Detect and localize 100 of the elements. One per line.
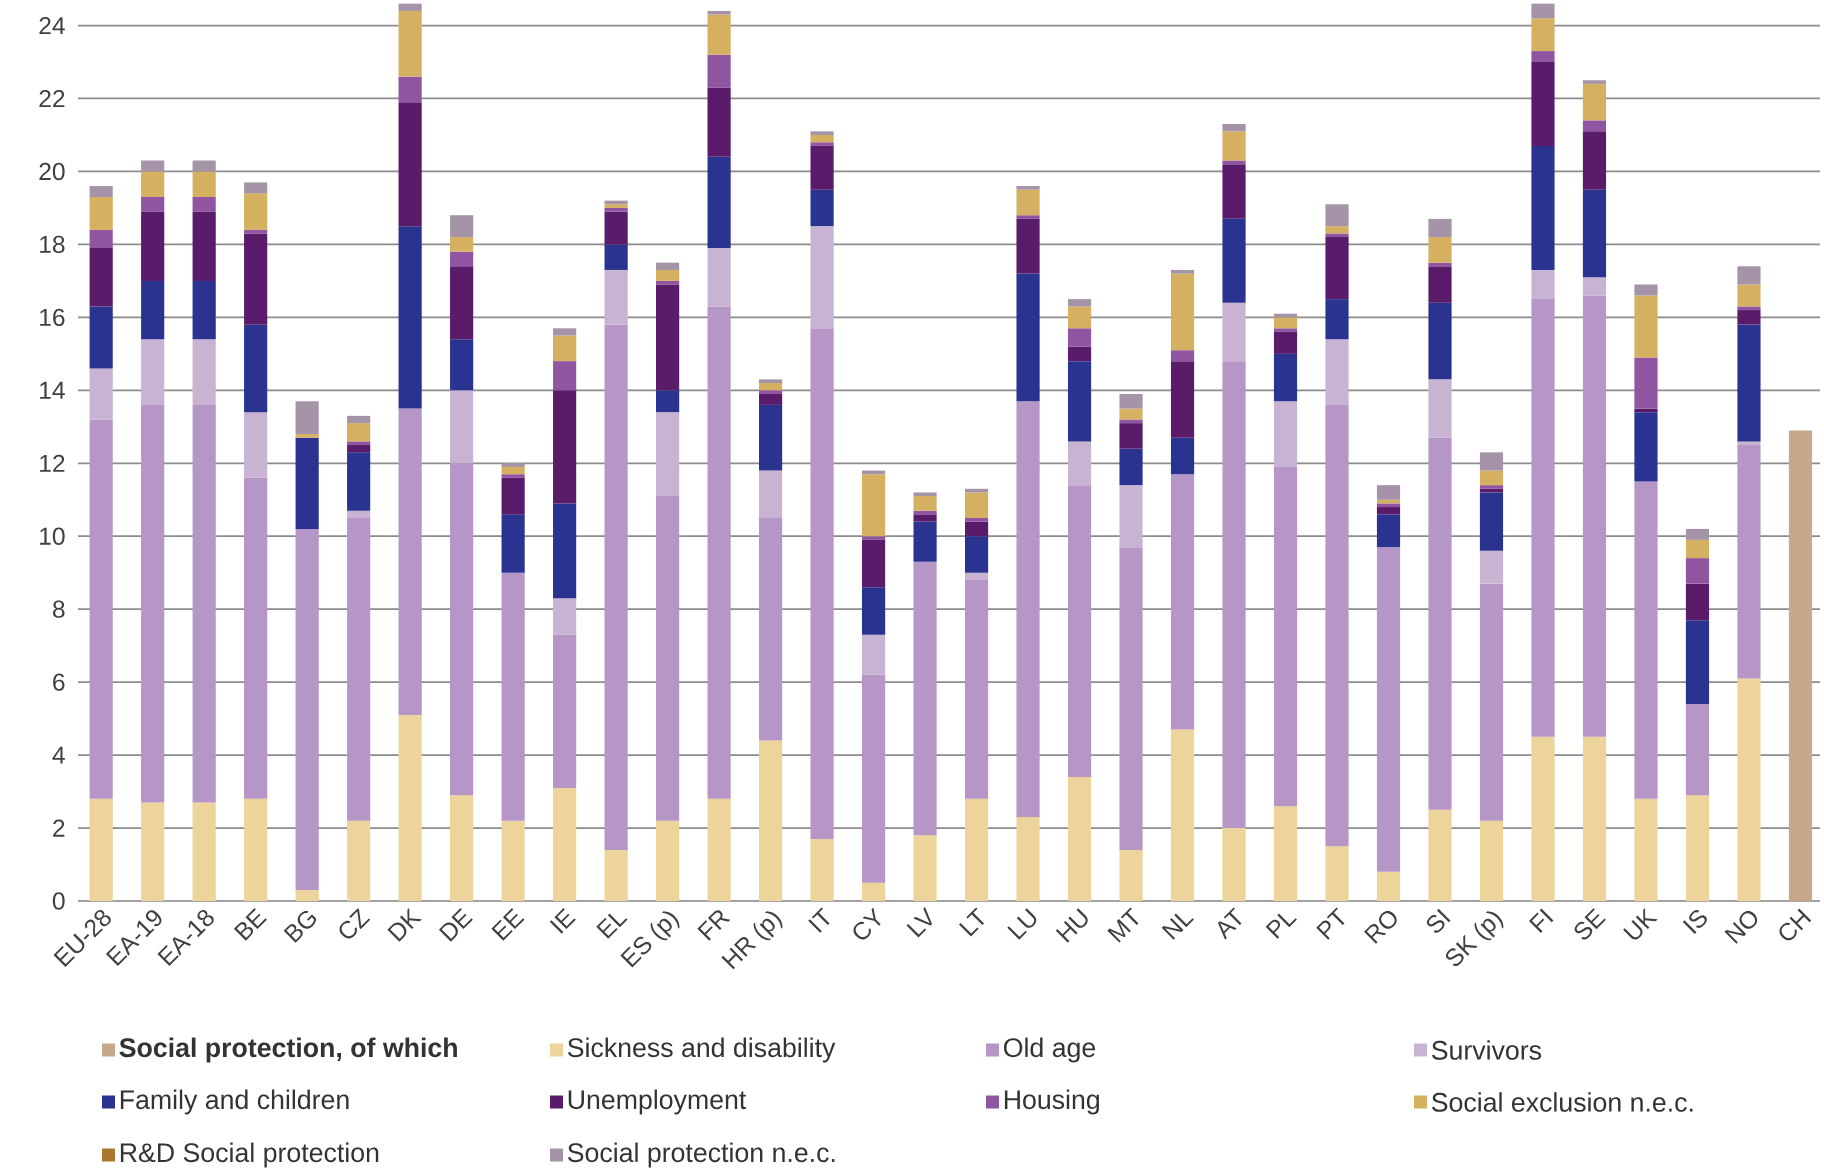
- y-tick-label: 16: [40, 308, 65, 327]
- x-tick-label: NO: [1724, 911, 1758, 944]
- bar: [1325, 226, 1349, 234]
- bar: [244, 412, 268, 478]
- bar: [450, 795, 474, 901]
- bar: [1634, 295, 1658, 358]
- bar: [1685, 528, 1710, 540]
- bar: [1685, 539, 1710, 559]
- bar: [1016, 218, 1040, 274]
- bar: [501, 463, 525, 467]
- bar: [1582, 277, 1607, 296]
- bar: [295, 437, 319, 529]
- bar: [1170, 361, 1195, 438]
- x-tick-label: CZ: [339, 908, 371, 939]
- bar: [398, 76, 422, 103]
- bar: [913, 492, 937, 497]
- x-tick-label: BE: [233, 908, 267, 941]
- bar: [759, 390, 783, 394]
- bar: [295, 401, 319, 435]
- bar: [656, 284, 680, 391]
- bar: [1634, 284, 1658, 296]
- bar: [89, 798, 113, 901]
- bar: [861, 539, 886, 588]
- bar: [141, 211, 165, 281]
- bar: [141, 802, 165, 901]
- bar: [707, 156, 731, 249]
- x-tick-label: BG: [283, 910, 317, 943]
- bar: [964, 536, 989, 573]
- bar: [192, 404, 216, 803]
- x-tick-label: HU: [1055, 908, 1088, 943]
- x-tick-label: SI: [1426, 908, 1451, 933]
- bar: [1170, 350, 1195, 362]
- bar: [1634, 357, 1658, 409]
- bar: [913, 835, 937, 901]
- bar: [913, 514, 937, 522]
- bar: [656, 280, 680, 285]
- bar: [1325, 846, 1349, 901]
- bar: [1428, 809, 1452, 901]
- bar: [707, 306, 731, 799]
- legend-label: Unemployment: [568, 1089, 747, 1115]
- bar: [398, 226, 422, 409]
- bar: [861, 474, 886, 537]
- bar: [1634, 412, 1658, 482]
- bar: [347, 820, 371, 901]
- bar: [553, 634, 577, 788]
- bar: [553, 503, 577, 599]
- bar: [1067, 361, 1092, 442]
- bar: [1685, 795, 1710, 901]
- bar: [656, 412, 680, 497]
- y-tick-label: 2: [53, 819, 65, 837]
- bar: [1170, 729, 1195, 901]
- legend-label: Old age: [1003, 1037, 1096, 1063]
- bar: [604, 244, 628, 270]
- bar: [759, 393, 783, 405]
- bar: [1119, 408, 1143, 420]
- bar: [141, 171, 165, 197]
- bar: [1067, 328, 1092, 347]
- bar: [1376, 871, 1401, 901]
- bar: [398, 408, 422, 715]
- bar: [707, 54, 731, 88]
- bar: [141, 280, 165, 340]
- bar: [244, 193, 268, 230]
- bar: [964, 492, 989, 518]
- bar: [295, 890, 319, 901]
- x-tick-label: DK: [387, 907, 422, 942]
- bar: [1479, 470, 1504, 486]
- bar: [141, 339, 165, 405]
- bar: [1325, 233, 1349, 238]
- bar: [707, 248, 731, 307]
- bar: [1067, 441, 1092, 486]
- bar: [656, 262, 680, 270]
- x-tick-label: LT: [958, 907, 985, 937]
- bar: [1273, 331, 1298, 354]
- bar: [1222, 302, 1246, 362]
- bar: [1634, 798, 1658, 901]
- bar: [1016, 215, 1040, 219]
- bar: [1170, 269, 1195, 274]
- bar: [1737, 306, 1761, 311]
- bar: [1119, 423, 1143, 449]
- bar: [1016, 273, 1040, 402]
- bar: [1428, 237, 1452, 263]
- bar: [1428, 379, 1452, 438]
- x-tick-label: LV: [906, 907, 933, 938]
- legend-label: R&D Social protection: [120, 1142, 379, 1168]
- bar: [964, 521, 989, 537]
- bar: [450, 215, 474, 238]
- bar: [1582, 120, 1607, 132]
- bar: [1273, 328, 1298, 332]
- bar: [1119, 485, 1143, 548]
- x-tick-label: LU: [1007, 908, 1037, 940]
- x-tick-label: MT: [1107, 907, 1139, 943]
- bar: [1222, 218, 1246, 303]
- x-tick-label: IS: [1682, 910, 1707, 934]
- bar: [1685, 558, 1710, 584]
- bar: [759, 517, 783, 741]
- bar: [1428, 266, 1452, 303]
- bar: [1119, 547, 1143, 850]
- y-tick-label: 20: [39, 162, 65, 181]
- bar: [1531, 3, 1555, 19]
- bar: [501, 572, 525, 821]
